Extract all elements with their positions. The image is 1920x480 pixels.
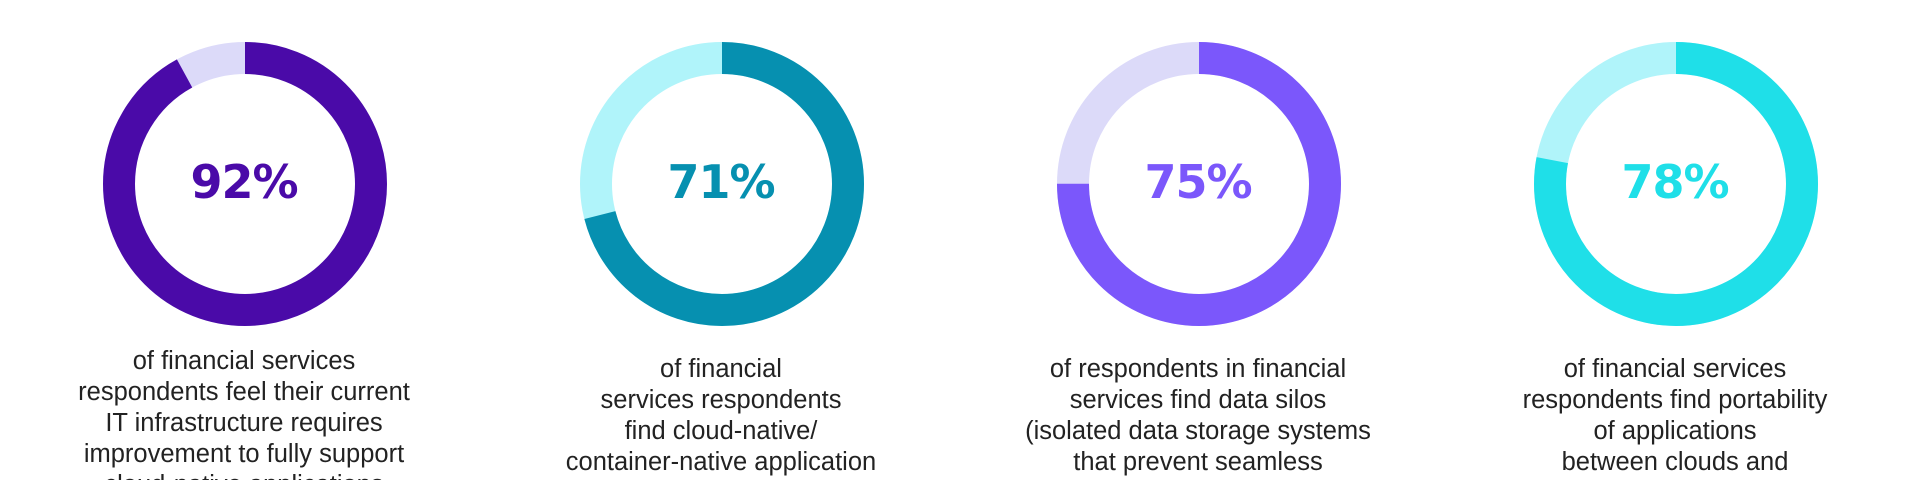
- description-line: improvement to fully support: [83, 440, 405, 468]
- description-line: (isolated data storage systems: [1025, 417, 1371, 445]
- description-line: of financial: [660, 355, 782, 383]
- description-line: IT infrastructure requires: [105, 409, 383, 437]
- stat-card: 75% of respondents in financial services…: [958, 0, 1438, 480]
- stat-card: 78% of financial services respondents fi…: [1435, 0, 1915, 480]
- description-line: of financial services: [132, 347, 356, 375]
- stat-description: of financial services respondents find c…: [501, 354, 941, 478]
- donut-chart: [1057, 42, 1341, 326]
- stat-description: of financial services respondents find p…: [1455, 354, 1895, 478]
- description-line: respondents feel their current: [78, 378, 410, 406]
- stat-card: 92% of financial services respondents fe…: [4, 0, 484, 480]
- description-line: services find data silos: [1069, 386, 1327, 414]
- donut-value-arc: [1057, 42, 1341, 326]
- description-line: of applications: [1593, 417, 1757, 445]
- description-line: container-native application: [565, 448, 877, 476]
- description-line: of respondents in financial: [1049, 355, 1347, 383]
- description-line: between clouds and: [1561, 448, 1789, 476]
- percentage-label: 71%: [667, 155, 775, 209]
- description-line: respondents find portability: [1522, 386, 1828, 414]
- description-line: that prevent seamless: [1073, 448, 1323, 476]
- stat-description: of financial services respondents feel t…: [24, 346, 464, 480]
- donut-chart: [1534, 42, 1818, 326]
- description-line: cloud-native applications: [24, 470, 464, 480]
- description-line: services respondents: [600, 386, 842, 414]
- description-line: of financial services: [1563, 355, 1787, 383]
- description-line: find cloud-native/: [624, 417, 818, 445]
- percentage-label: 75%: [1144, 155, 1252, 209]
- donut-value-arc: [580, 42, 864, 326]
- donut-chart: [580, 42, 864, 326]
- stat-card: 71% of financial services respondents fi…: [481, 0, 961, 480]
- donut-value-arc: [103, 42, 387, 326]
- stat-description: of respondents in financial services fin…: [978, 354, 1418, 478]
- donut-value-arc: [1534, 42, 1818, 326]
- percentage-label: 92%: [190, 155, 298, 209]
- percentage-label: 78%: [1621, 155, 1729, 209]
- donut-chart: [103, 42, 387, 326]
